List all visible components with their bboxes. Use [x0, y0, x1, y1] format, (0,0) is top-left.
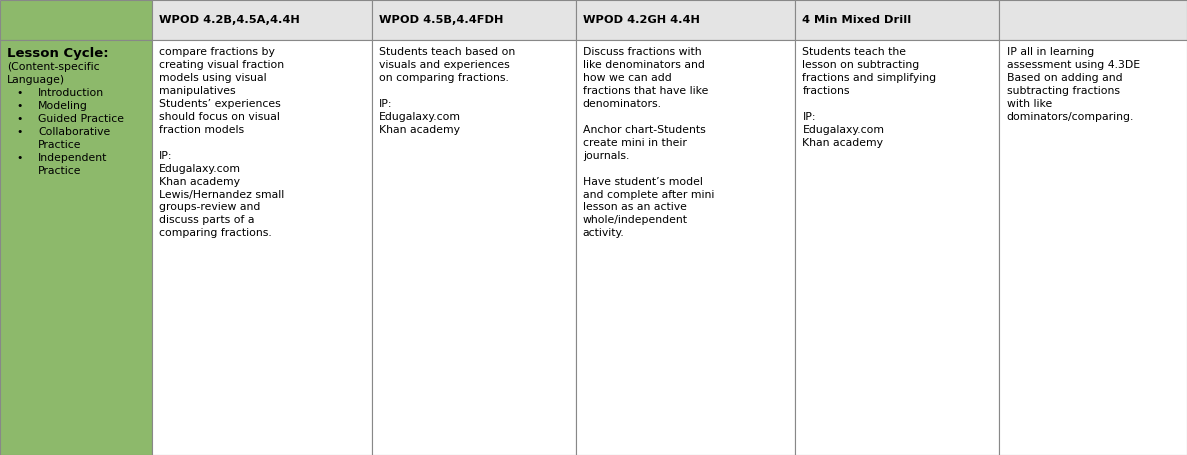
Bar [152, 40, 372, 455]
Text: WPOD 4.2GH 4.4H: WPOD 4.2GH 4.4H [583, 15, 699, 25]
Text: journals.: journals. [583, 151, 629, 161]
Text: with like: with like [1007, 99, 1052, 109]
Text: lesson on subtracting: lesson on subtracting [802, 60, 920, 70]
Text: Introduction: Introduction [38, 88, 104, 98]
Text: compare fractions by: compare fractions by [159, 47, 275, 57]
Text: Modeling: Modeling [38, 101, 88, 111]
Text: should focus on visual: should focus on visual [159, 111, 280, 121]
Text: visuals and experiences: visuals and experiences [379, 60, 509, 70]
Bar [795, 0, 999, 40]
Text: Have student’s model: Have student’s model [583, 177, 703, 187]
Text: Lewis/Hernandez small: Lewis/Hernandez small [159, 189, 285, 199]
Text: groups-review and: groups-review and [159, 202, 260, 212]
Text: WPOD 4.5B,4.4FDH: WPOD 4.5B,4.4FDH [379, 15, 503, 25]
Text: whole/independent: whole/independent [583, 215, 687, 225]
Text: IP:: IP: [159, 151, 172, 161]
Text: WPOD 4.2B,4.5A,4.4H: WPOD 4.2B,4.5A,4.4H [159, 15, 300, 25]
Text: Khan academy: Khan academy [159, 177, 240, 187]
Text: Language): Language) [7, 75, 65, 85]
Text: how we can add: how we can add [583, 73, 672, 83]
Text: 4 Min Mixed Drill: 4 Min Mixed Drill [802, 15, 912, 25]
Text: fraction models: fraction models [159, 125, 245, 135]
Bar [999, 40, 1187, 455]
Text: creating visual fraction: creating visual fraction [159, 60, 284, 70]
Text: IP:: IP: [802, 111, 815, 121]
Text: Practice: Practice [38, 140, 82, 150]
Text: and complete after mini: and complete after mini [583, 189, 715, 199]
Bar [152, 0, 372, 40]
Text: Students teach based on: Students teach based on [379, 47, 515, 57]
Bar [795, 40, 999, 455]
Text: discuss parts of a: discuss parts of a [159, 215, 254, 225]
Text: •: • [17, 152, 23, 162]
Text: •: • [17, 126, 23, 136]
Text: Discuss fractions with: Discuss fractions with [583, 47, 702, 57]
Text: (Content-specific: (Content-specific [7, 62, 100, 72]
Text: subtracting fractions: subtracting fractions [1007, 86, 1119, 96]
Text: create mini in their: create mini in their [583, 137, 687, 147]
Text: on comparing fractions.: on comparing fractions. [379, 73, 508, 83]
Text: •: • [17, 88, 23, 98]
Text: Students’ experiences: Students’ experiences [159, 99, 281, 109]
Text: IP:: IP: [379, 99, 392, 109]
Text: fractions and simplifying: fractions and simplifying [802, 73, 937, 83]
Bar [372, 40, 576, 455]
Text: lesson as an active: lesson as an active [583, 202, 687, 212]
Bar [0, 40, 152, 455]
Text: activity.: activity. [583, 228, 624, 238]
Text: models using visual: models using visual [159, 73, 267, 83]
Text: fractions: fractions [802, 86, 850, 96]
Text: IP all in learning: IP all in learning [1007, 47, 1094, 57]
Text: Edugalaxy.com: Edugalaxy.com [159, 163, 241, 173]
Text: Students teach the: Students teach the [802, 47, 907, 57]
Text: •: • [17, 101, 23, 111]
Text: Based on adding and: Based on adding and [1007, 73, 1122, 83]
Text: comparing fractions.: comparing fractions. [159, 228, 272, 238]
Text: Lesson Cycle:: Lesson Cycle: [7, 47, 109, 60]
Bar [576, 40, 795, 455]
Text: denominators.: denominators. [583, 99, 662, 109]
Text: manipulatives: manipulatives [159, 86, 236, 96]
Text: Edugalaxy.com: Edugalaxy.com [379, 111, 461, 121]
Text: Independent: Independent [38, 152, 107, 162]
Text: Collaborative: Collaborative [38, 126, 110, 136]
Text: Edugalaxy.com: Edugalaxy.com [802, 125, 884, 135]
Bar [999, 0, 1187, 40]
Text: Anchor chart-Students: Anchor chart-Students [583, 125, 705, 135]
Text: fractions that have like: fractions that have like [583, 86, 709, 96]
Text: Khan academy: Khan academy [379, 125, 459, 135]
Text: •: • [17, 114, 23, 124]
Text: Practice: Practice [38, 166, 82, 176]
Text: Khan academy: Khan academy [802, 137, 883, 147]
Bar [372, 0, 576, 40]
Bar [576, 0, 795, 40]
Text: like denominators and: like denominators and [583, 60, 705, 70]
Text: assessment using 4.3DE: assessment using 4.3DE [1007, 60, 1140, 70]
Bar [0, 0, 152, 40]
Text: dominators/comparing.: dominators/comparing. [1007, 111, 1134, 121]
Text: Guided Practice: Guided Practice [38, 114, 123, 124]
